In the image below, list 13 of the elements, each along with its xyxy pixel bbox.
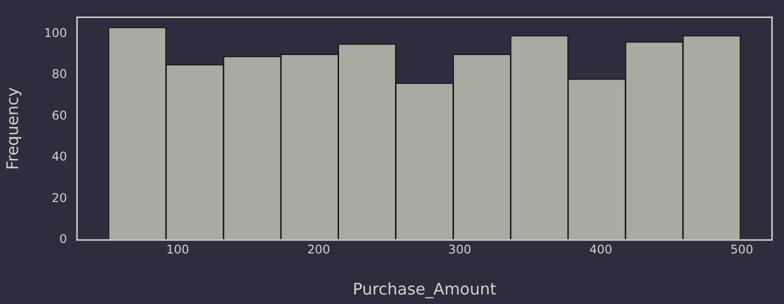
y-tick-label: 60 (52, 108, 67, 122)
y-tick-label: 20 (52, 190, 67, 205)
x-tick-label: 200 (307, 242, 330, 256)
x-tick-label: 500 (730, 242, 754, 256)
x-tick-label: 100 (166, 242, 190, 256)
x-tick-label: 300 (448, 242, 472, 256)
y-tick-label: 100 (44, 26, 67, 40)
y-tick-label: 80 (52, 67, 67, 82)
y-tick-label: 40 (52, 150, 67, 164)
y-tick-label: 0 (59, 232, 67, 246)
y-axis-title: Frequency (2, 87, 22, 170)
x-tick-label: 400 (589, 242, 612, 256)
x-axis-title: Purchase_Amount (352, 280, 496, 299)
